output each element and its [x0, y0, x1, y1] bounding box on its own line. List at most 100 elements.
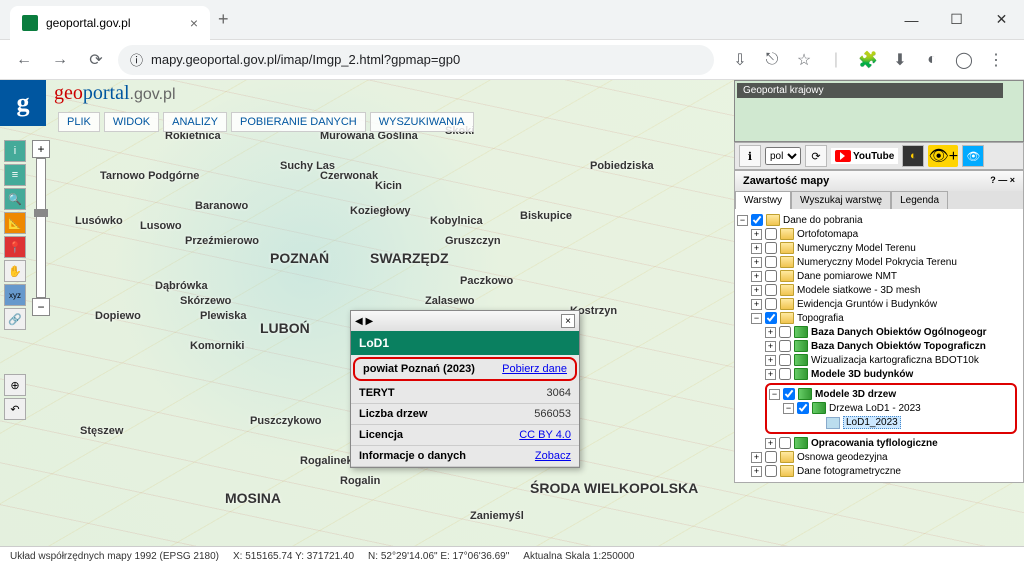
menu-item[interactable]: POBIERANIE DANYCH: [231, 112, 366, 132]
expand-icon[interactable]: +: [751, 229, 762, 240]
layer-checkbox[interactable]: [765, 451, 777, 463]
layer-checkbox[interactable]: [779, 437, 791, 449]
maximize-button[interactable]: ☐: [934, 0, 979, 40]
marker-tool[interactable]: 📍: [4, 236, 26, 258]
layer-checkbox[interactable]: [765, 298, 777, 310]
expand-icon[interactable]: +: [765, 341, 776, 352]
close-window-button[interactable]: ✕: [979, 0, 1024, 40]
panel-tab[interactable]: Warstwy: [735, 191, 791, 209]
tree-item[interactable]: +Opracowania tyflologiczne: [737, 436, 1021, 450]
menu-item[interactable]: WYSZUKIWANIA: [370, 112, 474, 132]
menu-icon[interactable]: ⋮: [986, 50, 1006, 70]
logo-text[interactable]: geoportal.gov.pl: [54, 82, 176, 105]
zoom-out-button[interactable]: −: [32, 298, 50, 316]
reload-button[interactable]: ⟳: [82, 46, 110, 74]
tree-item[interactable]: +Ortofotomapa: [737, 227, 1021, 241]
expand-icon[interactable]: +: [751, 285, 762, 296]
tree-item[interactable]: +Osnowa geodezyjna: [737, 450, 1021, 464]
ext1-icon[interactable]: ◐: [922, 50, 942, 70]
layer-checkbox[interactable]: [765, 228, 777, 240]
tree-item[interactable]: − Modele 3D drzew: [769, 387, 1013, 401]
layer-checkbox[interactable]: [779, 368, 791, 380]
layer-checkbox[interactable]: [779, 326, 791, 338]
tree-item[interactable]: +Baza Danych Obiektów Ogólnogeogr: [737, 325, 1021, 339]
popup-link[interactable]: CC BY 4.0: [519, 429, 571, 441]
share-icon[interactable]: ⎋: [762, 50, 782, 70]
site-info-icon[interactable]: ⓘ: [130, 50, 143, 69]
accessibility-button[interactable]: 👁+: [928, 145, 958, 167]
youtube-link[interactable]: YouTube: [831, 148, 898, 164]
download-link[interactable]: Pobierz dane: [502, 363, 567, 375]
layer-checkbox[interactable]: [783, 388, 795, 400]
tree-item[interactable]: +Dane fotogrametryczne: [737, 464, 1021, 478]
layer-checkbox[interactable]: [765, 465, 777, 477]
refresh-icon[interactable]: ⟳: [805, 145, 827, 167]
expand-icon[interactable]: +: [765, 438, 776, 449]
xyz-tool[interactable]: xyz: [4, 284, 26, 306]
tree-item[interactable]: +Ewidencja Gruntów i Budynków: [737, 297, 1021, 311]
popup-header[interactable]: ◀ ▶ ×: [351, 311, 579, 331]
downloads-icon[interactable]: ⬇: [890, 50, 910, 70]
expand-icon[interactable]: +: [751, 452, 762, 463]
map-viewport[interactable]: POZNAŃSWARZĘDZLUBOŃMOSINAŚRODA WIELKOPOL…: [0, 80, 1024, 546]
info-tool[interactable]: i: [4, 140, 26, 162]
overview-map[interactable]: Geoportal krajowy: [734, 80, 1024, 142]
tree-item[interactable]: +Numeryczny Model Pokrycia Terenu: [737, 255, 1021, 269]
expand-icon[interactable]: +: [765, 369, 776, 380]
zoom-handle[interactable]: [34, 209, 48, 217]
expand-icon[interactable]: −: [783, 403, 794, 414]
layer-checkbox[interactable]: [751, 214, 763, 226]
extensions-icon[interactable]: 🧩: [858, 50, 878, 70]
browser-tab[interactable]: geoportal.gov.pl ×: [10, 6, 210, 40]
profile-icon[interactable]: ◯: [954, 50, 974, 70]
menu-item[interactable]: ANALIZY: [163, 112, 227, 132]
tree-item[interactable]: +Dane pomiarowe NMT: [737, 269, 1021, 283]
expand-icon[interactable]: +: [751, 299, 762, 310]
tree-item[interactable]: +Wizualizacja kartograficzna BDOT10k: [737, 353, 1021, 367]
layer-checkbox[interactable]: [779, 340, 791, 352]
panel-tab[interactable]: Wyszukaj warstwę: [791, 191, 891, 209]
expand-icon[interactable]: −: [769, 389, 780, 400]
expand-icon[interactable]: +: [751, 243, 762, 254]
popup-nav-icon[interactable]: ◀ ▶: [355, 316, 373, 327]
expand-icon[interactable]: +: [765, 327, 776, 338]
link-tool[interactable]: 🔗: [4, 308, 26, 330]
panel-tab[interactable]: Legenda: [891, 191, 948, 209]
url-input[interactable]: ⓘ mapy.geoportal.gov.pl/imap/Imgp_2.html…: [118, 45, 714, 75]
tree-item[interactable]: +Modele siatkowe - 3D mesh: [737, 283, 1021, 297]
tree-item[interactable]: +Baza Danych Obiektów Topograficzn: [737, 339, 1021, 353]
tree-item[interactable]: +Numeryczny Model Terenu: [737, 241, 1021, 255]
globe-tool[interactable]: ⊕: [4, 374, 26, 396]
logo-icon[interactable]: g: [0, 80, 46, 126]
measure-tool[interactable]: 📐: [4, 212, 26, 234]
layers-tool[interactable]: ≡: [4, 164, 26, 186]
tree-leaf[interactable]: LoD1_2023: [769, 415, 1013, 430]
contrast-icon[interactable]: ◐: [902, 145, 924, 167]
bookmark-icon[interactable]: ☆: [794, 50, 814, 70]
new-tab-button[interactable]: +: [218, 9, 229, 30]
tree-item[interactable]: +Modele 3D budynków: [737, 367, 1021, 381]
install-icon[interactable]: ⇩: [730, 50, 750, 70]
popup-close-button[interactable]: ×: [561, 314, 575, 328]
expand-icon[interactable]: +: [765, 355, 776, 366]
popup-link[interactable]: Zobacz: [535, 450, 571, 462]
history-tool[interactable]: ↶: [4, 398, 26, 420]
layer-checkbox[interactable]: [779, 354, 791, 366]
tab-close-icon[interactable]: ×: [190, 15, 198, 31]
language-select[interactable]: pol: [765, 147, 801, 165]
expand-icon[interactable]: −: [751, 313, 762, 324]
info-panel-button[interactable]: ℹ: [739, 145, 761, 167]
menu-item[interactable]: PLIK: [58, 112, 100, 132]
back-button[interactable]: ←: [10, 46, 38, 74]
view-icon[interactable]: 👁: [962, 145, 984, 167]
tree-item[interactable]: −Topografia: [737, 311, 1021, 325]
layer-checkbox[interactable]: [797, 402, 809, 414]
expand-icon[interactable]: −: [737, 215, 748, 226]
panel-controls[interactable]: ? — ×: [990, 175, 1015, 187]
layer-checkbox[interactable]: [765, 256, 777, 268]
expand-icon[interactable]: +: [751, 257, 762, 268]
menu-item[interactable]: WIDOK: [104, 112, 159, 132]
layer-checkbox[interactable]: [765, 242, 777, 254]
search-tool[interactable]: 🔍: [4, 188, 26, 210]
zoom-track[interactable]: [36, 158, 46, 298]
